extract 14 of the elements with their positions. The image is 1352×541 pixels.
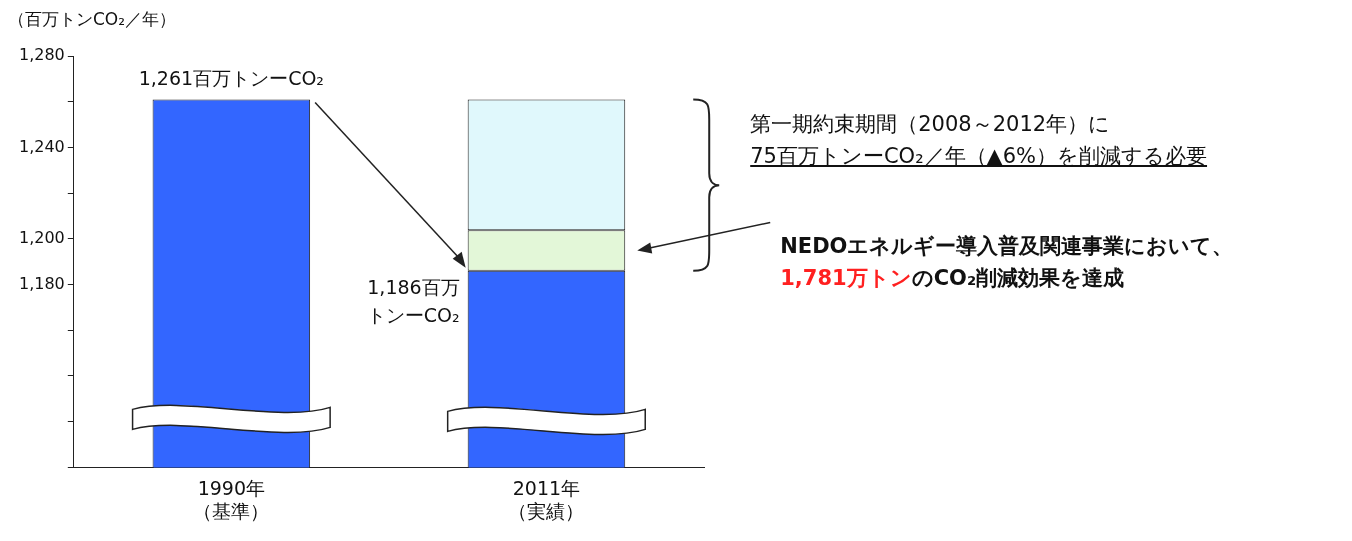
y-tick-label: 1,240 — [18, 136, 65, 156]
y-tick-label: 1,280 — [18, 45, 65, 65]
y-axis-title: （百万トンCO₂／年） — [8, 8, 177, 29]
annotation: 1,186百万トンーCO₂ — [366, 274, 460, 328]
annotation: 1,261百万トンーCO₂ — [138, 66, 324, 89]
x-tick-label: 2011年（実績） — [508, 476, 585, 522]
y-tick-label: 1,200 — [18, 228, 65, 247]
x-tick-label: 1990年（基準） — [193, 476, 270, 522]
text: 第一期約束期間（2008～2012年）に — [750, 111, 1112, 138]
text: 75百万トンーCO₂／年（▲6%）を削減する必要 — [750, 143, 1208, 170]
text: のCO₂削減効果を達成 — [911, 266, 1125, 290]
y-tick-label: 1,180 — [18, 273, 65, 293]
text: NEDOエネルギー導入普及関連事業において、 — [780, 233, 1234, 260]
text: 1,781万トン — [780, 266, 912, 290]
